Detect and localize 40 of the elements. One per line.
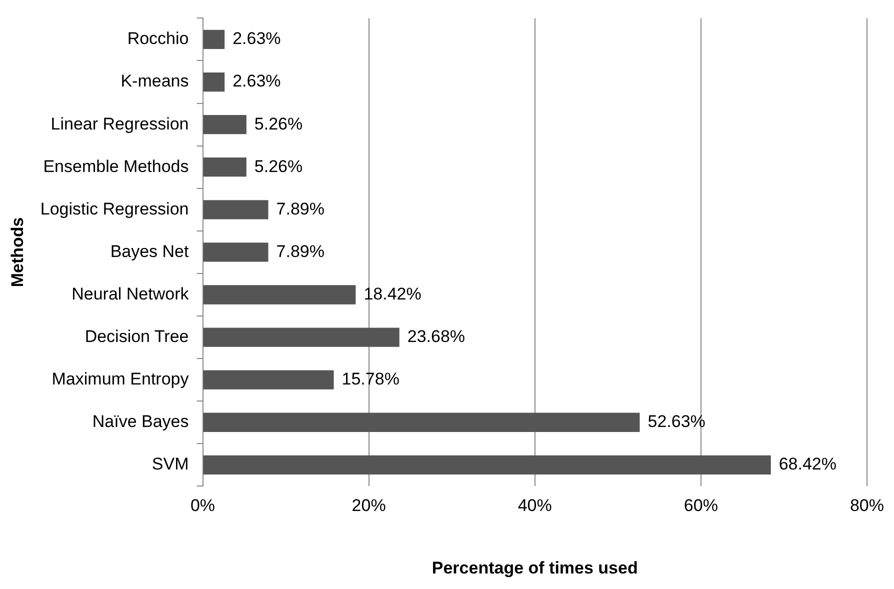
y-tick-label: Decision Tree — [84, 326, 189, 346]
bar — [203, 370, 334, 390]
y-tick-label: Maximum Entropy — [52, 370, 190, 389]
data-label: 23.68% — [407, 326, 466, 346]
x-axis-title: Percentage of times used — [432, 558, 638, 578]
data-label: 68.42% — [778, 454, 837, 474]
x-tick-label: 80% — [850, 496, 884, 516]
bar — [203, 30, 225, 50]
x-tick-label: 40% — [518, 496, 552, 516]
data-label: 7.89% — [276, 242, 324, 261]
y-axis-title: Methods — [8, 217, 27, 288]
bar — [203, 455, 771, 474]
y-tick-label: Bayes Net — [110, 242, 190, 261]
bar — [203, 242, 268, 262]
y-tick-label: Ensemble Methods — [43, 156, 189, 176]
x-tick-label: 20% — [352, 496, 386, 516]
bar — [203, 158, 246, 177]
x-tick-label: 60% — [684, 496, 718, 516]
y-tick-label: SVM — [152, 454, 189, 474]
data-label: 5.26% — [254, 114, 303, 134]
data-label: 2.63% — [232, 72, 281, 91]
y-tick-label: Logistic Regression — [40, 199, 189, 218]
data-label: 7.89% — [276, 199, 324, 218]
bar — [203, 412, 640, 432]
bar — [203, 72, 225, 92]
data-label: 52.63% — [648, 412, 706, 432]
y-tick-label: Rocchio — [127, 29, 189, 48]
data-label: 18.42% — [364, 284, 422, 304]
data-label: 5.26% — [254, 156, 303, 176]
data-label: 2.63% — [232, 29, 281, 48]
bar — [203, 328, 400, 347]
x-tick-label: 0% — [190, 496, 216, 516]
bar — [203, 200, 268, 220]
y-tick-label: K-means — [120, 72, 189, 91]
bar — [203, 114, 246, 134]
data-label: 15.78% — [342, 370, 400, 389]
y-tick-label: Neural Network — [72, 284, 190, 304]
y-tick-label: Naïve Bayes — [92, 412, 189, 432]
bar — [203, 285, 356, 304]
y-tick-label: Linear Regression — [50, 114, 189, 134]
